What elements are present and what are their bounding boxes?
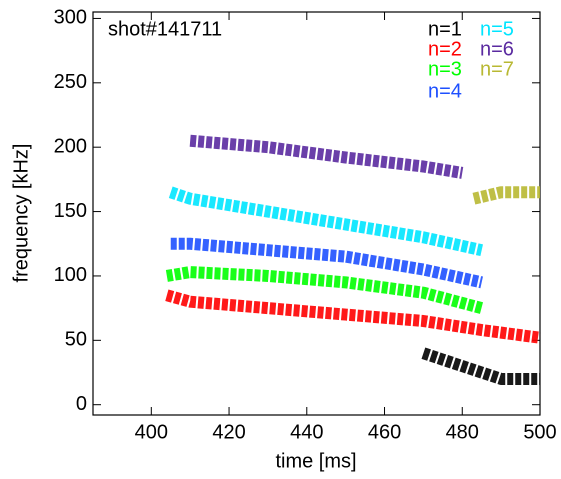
mode-band (189, 134, 464, 179)
x-tick-label: 500 (523, 421, 556, 443)
y-tick-label: 150 (54, 200, 87, 222)
annotation: shot#141711 (108, 18, 222, 40)
y-tick-label: 300 (54, 7, 87, 29)
legend-label: n=4 (428, 80, 462, 102)
legend-label: n=1 (428, 18, 462, 40)
mode-band (421, 347, 540, 385)
x-tick-label: 420 (212, 421, 245, 443)
legend-label: n=2 (428, 38, 462, 60)
x-tick-label: 460 (368, 421, 401, 443)
x-tick-label: 440 (290, 421, 323, 443)
mode-band (168, 186, 483, 257)
y-tick-label: 250 (54, 71, 87, 93)
y-tick-label: 0 (76, 393, 87, 415)
mode-band (472, 186, 540, 205)
y-tick-label: 50 (65, 329, 87, 351)
legend-label: n=6 (480, 38, 514, 60)
x-axis-label: time [ms] (275, 450, 356, 472)
mode-band (165, 266, 484, 314)
mode-band (165, 289, 541, 344)
plot-frame (92, 11, 541, 416)
y-tick-label: 200 (54, 135, 87, 157)
x-tick-label: 400 (135, 421, 168, 443)
legend-label: n=3 (428, 58, 462, 80)
legend-label: n=7 (480, 58, 514, 80)
mode-band (170, 237, 483, 289)
legend-label: n=5 (480, 18, 514, 40)
y-tick-label: 100 (54, 264, 87, 286)
y-axis-label: frequency [kHz] (10, 144, 32, 283)
x-tick-label: 480 (446, 421, 479, 443)
